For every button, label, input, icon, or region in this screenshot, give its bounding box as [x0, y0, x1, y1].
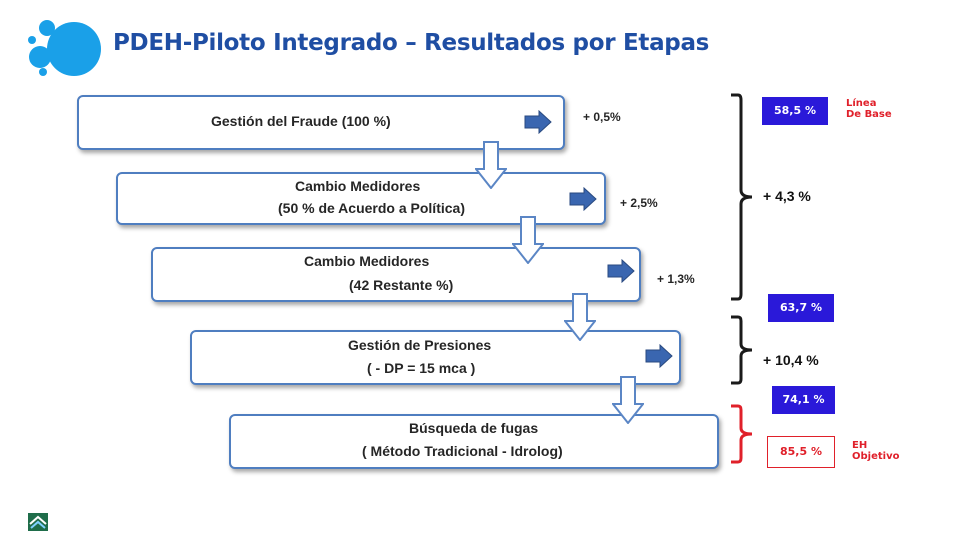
baseline-note: Línea De Base: [846, 98, 892, 120]
page-title: PDEH-Piloto Integrado – Resultados por E…: [113, 30, 710, 56]
step-sublabel: (42 Restante %): [349, 277, 454, 293]
bracket-icon: [731, 93, 753, 301]
target-badge: 85,5 %: [767, 436, 835, 468]
step-sublabel: (50 % de Acuerdo a Política): [278, 200, 465, 216]
down-arrow-icon: [475, 141, 507, 189]
target-note-line: Objetivo: [852, 451, 900, 462]
bracket-icon: [731, 315, 753, 385]
right-arrow-icon: [607, 259, 635, 283]
increment-label: + 2,5%: [620, 196, 658, 210]
group-total: + 4,3 %: [763, 188, 811, 204]
step-box-leaks: [229, 414, 719, 469]
logo-bubbles-icon: [28, 20, 101, 76]
step-sublabel: ( Método Tradicional - Idrolog): [362, 443, 563, 459]
step-box-meters-42: [151, 247, 641, 302]
result-badge: 58,5 %: [762, 97, 828, 125]
step-box-pressure: [190, 330, 681, 385]
increment-label: + 0,5%: [583, 110, 621, 124]
bracket-icon: [731, 404, 753, 464]
down-arrow-icon: [564, 293, 596, 341]
target-note-line: EH: [852, 440, 868, 451]
increment-label: + 1,3%: [657, 272, 695, 286]
baseline-note-line: Línea: [846, 98, 877, 109]
target-note: EH Objetivo: [852, 440, 899, 462]
step-label: Gestión de Presiones: [348, 337, 492, 353]
baseline-note-line: De Base: [846, 109, 892, 120]
step-label: Cambio Medidores: [304, 253, 430, 269]
down-arrow-icon: [512, 216, 544, 264]
step-sublabel: ( - DP = 15 mca ): [367, 360, 476, 376]
down-arrow-icon: [612, 376, 644, 424]
step-label: Cambio Medidores: [295, 178, 421, 194]
right-arrow-icon: [524, 110, 552, 134]
result-badge: 63,7 %: [768, 294, 834, 322]
group-total: + 10,4 %: [763, 352, 819, 368]
step-label: Gestión del Fraude (100 %): [211, 113, 391, 129]
right-arrow-icon: [569, 187, 597, 211]
right-arrow-icon: [645, 344, 673, 368]
step-label: Búsqueda de fugas: [409, 420, 539, 436]
home-logo-icon: [28, 513, 48, 531]
step-box-fraud: [77, 95, 565, 150]
result-badge: 74,1 %: [772, 386, 835, 414]
